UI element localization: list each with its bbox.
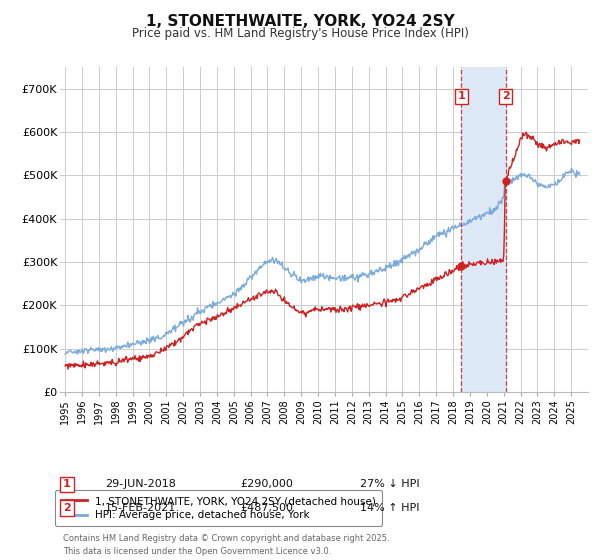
Bar [461, 67, 506, 392]
Text: 2: 2 [63, 503, 71, 513]
Text: 27% ↓ HPI: 27% ↓ HPI [360, 479, 419, 489]
Text: £290,000: £290,000 [240, 479, 293, 489]
Text: 29-JUN-2018: 29-JUN-2018 [105, 479, 176, 489]
Text: 1: 1 [63, 479, 71, 489]
Text: Contains HM Land Registry data © Crown copyright and database right 2025.
This d: Contains HM Land Registry data © Crown c… [63, 534, 389, 556]
Legend: 1, STONETHWAITE, YORK, YO24 2SY (detached house), HPI: Average price, detached h: 1, STONETHWAITE, YORK, YO24 2SY (detache… [55, 490, 382, 526]
Text: £487,500: £487,500 [240, 503, 293, 513]
Text: 15-FEB-2021: 15-FEB-2021 [105, 503, 176, 513]
Text: 14% ↑ HPI: 14% ↑ HPI [360, 503, 419, 513]
Text: 1: 1 [457, 91, 465, 101]
Text: 1, STONETHWAITE, YORK, YO24 2SY: 1, STONETHWAITE, YORK, YO24 2SY [146, 14, 454, 29]
Text: 2: 2 [502, 91, 509, 101]
Text: Price paid vs. HM Land Registry's House Price Index (HPI): Price paid vs. HM Land Registry's House … [131, 27, 469, 40]
